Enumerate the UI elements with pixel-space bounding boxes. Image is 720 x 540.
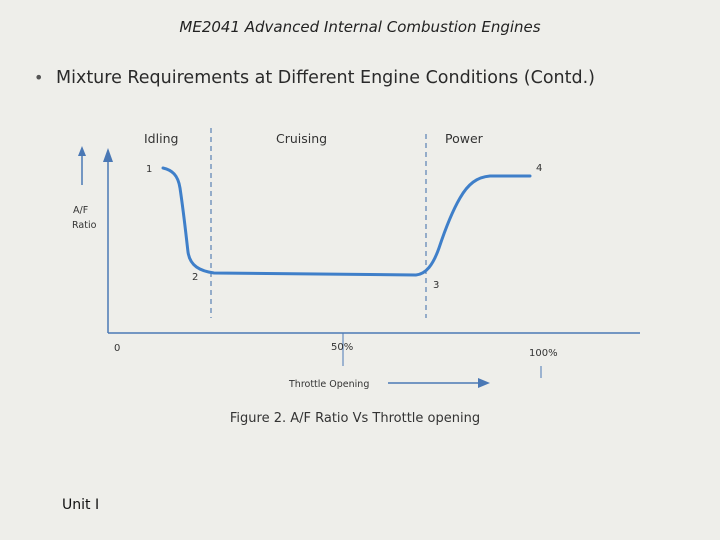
- slide-bullet: • Mixture Requirements at Different Engin…: [34, 68, 595, 88]
- af-curve: [161, 166, 532, 277]
- y-axis-arrow-icon: [103, 148, 113, 162]
- bullet-icon: •: [34, 68, 44, 87]
- footer-unit: Unit I: [62, 497, 100, 513]
- y-axis-label-ratio: Ratio: [72, 220, 97, 231]
- x-origin-label: 0: [114, 343, 120, 354]
- x-axis-title: Throttle Opening: [288, 379, 369, 390]
- point-2: 2: [192, 272, 198, 283]
- region-idling: Idling: [144, 131, 178, 146]
- bullet-text: Mixture Requirements at Different Engine…: [56, 68, 595, 88]
- region-cruising: Cruising: [276, 131, 327, 146]
- point-1: 1: [146, 164, 152, 175]
- figure-caption: Figure 2. A/F Ratio Vs Throttle opening: [229, 411, 481, 426]
- point-3: 3: [433, 280, 439, 291]
- point-4: 4: [536, 163, 542, 174]
- header-title: ME2041 Advanced Internal Combustion Engi…: [179, 18, 541, 36]
- x-mid-label: 50%: [331, 342, 353, 353]
- throttle-arrow-icon: [478, 378, 490, 388]
- y-axis-label-af: A/F: [73, 205, 88, 216]
- x-end-label: 100%: [529, 348, 558, 359]
- region-power: Power: [445, 131, 484, 146]
- y-label-arrow-icon: [78, 146, 86, 156]
